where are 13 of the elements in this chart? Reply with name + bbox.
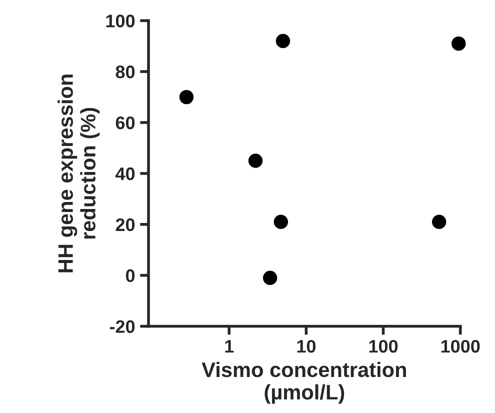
y-tick-label: 0 — [126, 269, 135, 282]
y-tick-label: 20 — [116, 218, 135, 232]
x-tick-label: 1 — [225, 340, 234, 353]
y-tick-label: 60 — [116, 116, 135, 130]
y-tick-label: -20 — [110, 320, 135, 333]
x-tick-label: 100 — [369, 340, 398, 353]
x-axis-title: Vismo concentration (µmol/L) — [202, 362, 406, 404]
y-tick-label: 100 — [106, 14, 135, 28]
x-tick-label: 1000 — [441, 340, 480, 353]
y-tick-label: 40 — [116, 167, 135, 180]
y-tick-label: 80 — [116, 66, 135, 78]
x-tick-label: 10 — [297, 340, 316, 353]
y-axis-title: HH gene expression reduction (%) — [58, 74, 100, 272]
